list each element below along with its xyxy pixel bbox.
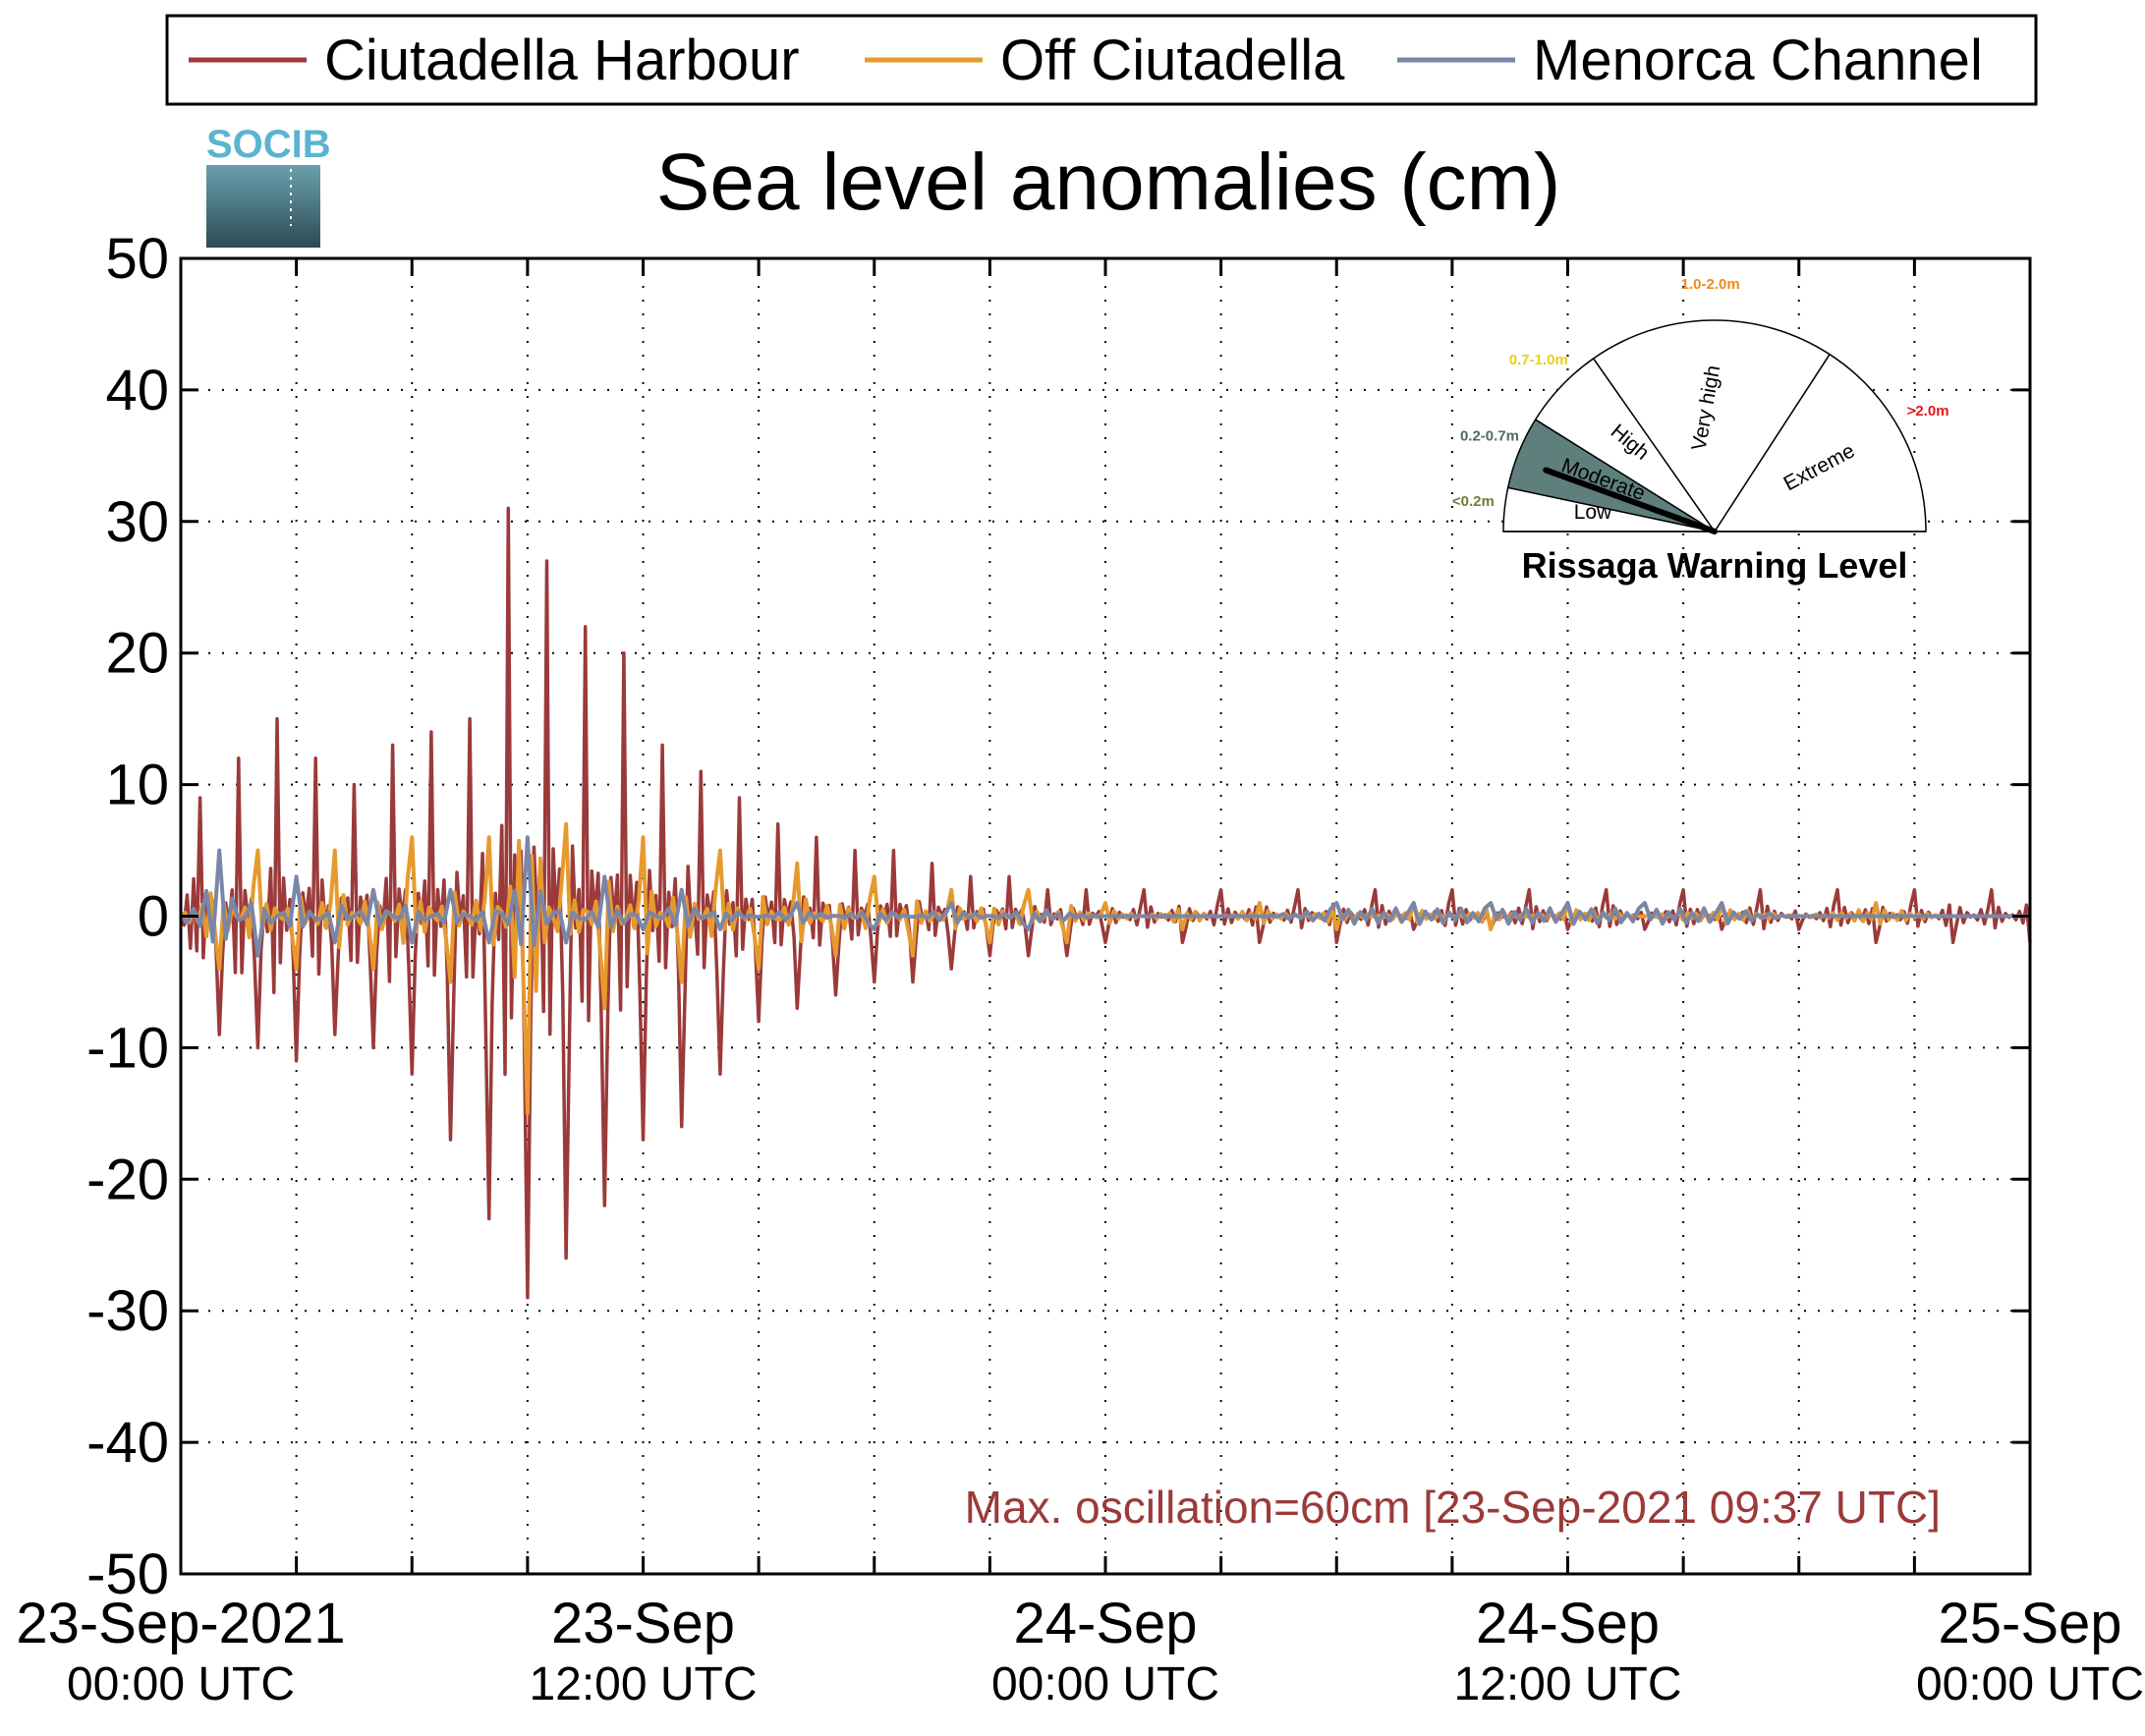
logo-text: SOCIB xyxy=(206,123,331,166)
gauge-range-label: 0.7-1.0m xyxy=(1509,352,1568,368)
x-tick-label-date: 24-Sep xyxy=(1476,1592,1660,1655)
x-tick-label-date: 23-Sep-2021 xyxy=(16,1592,345,1655)
x-tick-label-time: 00:00 UTC xyxy=(67,1658,295,1710)
socib-logo: SOCIB xyxy=(206,123,331,248)
y-tick-label: -40 xyxy=(86,1411,169,1475)
y-axis: 50 40 30 20 10 0 -10 -20 -30 -40 -50 xyxy=(86,227,2030,1606)
y-tick-label: -30 xyxy=(86,1279,169,1343)
legend-label-ciutadella-harbour: Ciutadella Harbour xyxy=(324,28,800,92)
y-tick-label: -50 xyxy=(86,1542,169,1606)
x-tick-label-time: 12:00 UTC xyxy=(1453,1658,1681,1710)
y-tick-label: 20 xyxy=(105,622,169,686)
y-tick-label: 10 xyxy=(105,754,169,817)
rissaga-warning-gauge: Rissaga Warning Level Low<0.2m Moderate0.… xyxy=(1452,276,1949,586)
legend-label-menorca-channel: Menorca Channel xyxy=(1533,28,1983,92)
x-tick-label-time: 12:00 UTC xyxy=(529,1658,757,1710)
series-layer xyxy=(179,506,2032,1300)
y-tick-label: -10 xyxy=(86,1016,169,1080)
y-tick-label: 50 xyxy=(105,227,169,291)
legend: Ciutadella Harbour Off Ciutadella Menorc… xyxy=(165,14,2038,106)
gauge-title: Rissaga Warning Level xyxy=(1522,545,1908,586)
gauge-needle xyxy=(1543,467,1718,534)
gauge-segment-extreme xyxy=(1713,353,1927,532)
y-tick-label: 0 xyxy=(138,885,169,949)
gauge-range-label: 0.2-0.7m xyxy=(1460,427,1519,444)
x-tick-label-time: 00:00 UTC xyxy=(1916,1658,2144,1710)
gauge-segment-very-high xyxy=(1592,319,1832,533)
legend-label-off-ciutadella: Off Ciutadella xyxy=(1000,28,1345,92)
series-line-menorca-channel xyxy=(179,835,2030,958)
gauge-range-label: >2.0m xyxy=(1907,403,1949,420)
chart-title: Sea level anomalies (cm) xyxy=(656,138,1561,227)
gauge-range-label: 1.0-2.0m xyxy=(1681,276,1740,293)
y-tick-label: 40 xyxy=(105,359,169,422)
max-oscillation-annotation: Max. oscillation=60cm [23-Sep-2021 09:37… xyxy=(965,1482,1941,1533)
x-tick-label-time: 00:00 UTC xyxy=(991,1658,1219,1710)
x-tick-label-date: 23-Sep xyxy=(551,1592,735,1655)
x-tick-label-date: 25-Sep xyxy=(1938,1592,2121,1655)
x-tick-label-date: 24-Sep xyxy=(1013,1592,1197,1655)
y-tick-label: 30 xyxy=(105,490,169,554)
y-tick-label: -20 xyxy=(86,1148,169,1211)
gauge-range-label: <0.2m xyxy=(1452,493,1495,510)
